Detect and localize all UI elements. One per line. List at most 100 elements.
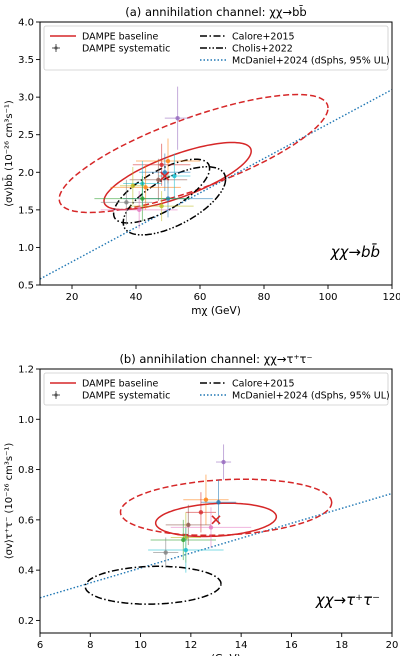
- x-tick-label: 6: [37, 640, 43, 651]
- legend-label: DAMPE systematic: [82, 44, 170, 55]
- y-tick-label: 3.0: [18, 93, 34, 104]
- contour-1: [58, 93, 329, 214]
- chart-title: (b) annihilation channel: χχ→τ⁺τ⁻: [119, 352, 312, 366]
- point-marker: [156, 177, 161, 182]
- y-tick-label: 0.8: [18, 465, 34, 476]
- x-tick-label: 8: [87, 640, 93, 651]
- point-marker: [216, 500, 221, 505]
- legend-box: [43, 372, 389, 406]
- channel-annotation: χχ→τ⁺τ⁻: [315, 591, 380, 609]
- best-fit-marker: [211, 515, 221, 525]
- plot-frame: [39, 368, 393, 634]
- x-tick-label: 60: [194, 292, 207, 303]
- systematic-point-3: [139, 153, 191, 192]
- panel-a: 20 40 60 80 100 120 0.5 1.0 1.5 2.0 2.5 3.0 3.5 4.0 (a…: [2, 5, 400, 317]
- systematic-point-1: [183, 474, 229, 525]
- legend-label: DAMPE systematic: [82, 391, 170, 402]
- legend-entry-0: DAMPE baseline: [50, 32, 159, 43]
- legend-entry-3: McDaniel+2024 (dSphs, 95% UL): [200, 391, 390, 402]
- contour-2: [84, 565, 222, 605]
- point-marker: [175, 115, 180, 121]
- systematic-point-4: [129, 158, 188, 201]
- point-marker: [159, 203, 164, 209]
- legend-entry-2: Calore+2015: [200, 379, 295, 390]
- panel-b: 6 8 10 12 14 16 18 20 0.2 0.4 0.6 0.8 1.0 1.2 (b) anni…: [4, 352, 398, 656]
- y-axis-label: ⟨σv⟩bb̄ (10⁻²⁶ cm³s⁻¹): [2, 100, 15, 207]
- legend-swatch-dot: [54, 393, 58, 397]
- y-tick-label: 2.0: [18, 168, 34, 179]
- systematic-point-4: [165, 504, 211, 545]
- x-axis-label: mχ (GeV): [191, 653, 241, 656]
- point-marker: [186, 522, 191, 528]
- channel-annotation: χχ→bb̄: [330, 242, 380, 261]
- y-tick-label: 0.6: [18, 515, 34, 526]
- systematic-point-6: [110, 164, 181, 210]
- point-marker: [140, 196, 145, 201]
- systematic-point-7: [148, 527, 224, 573]
- point-marker: [137, 207, 142, 213]
- point-marker: [203, 497, 209, 502]
- x-tick-label: 10: [134, 640, 147, 651]
- plot-area: [40, 444, 392, 605]
- y-axis-label: ⟨σv⟩τ⁺τ⁻ (10⁻²⁶ cm³s⁻¹): [4, 443, 15, 560]
- legend-label: Calore+2015: [232, 379, 295, 390]
- point-marker: [165, 158, 171, 164]
- legend-entry-0: DAMPE baseline: [50, 379, 159, 390]
- x-tick-label: 80: [258, 292, 271, 303]
- legend-label: DAMPE baseline: [82, 379, 159, 390]
- x-tick-label: 40: [130, 292, 143, 303]
- x-tick-label: 20: [66, 292, 79, 303]
- systematic-point-12: [100, 191, 178, 229]
- point-marker: [208, 525, 214, 530]
- point-marker: [163, 550, 168, 555]
- y-tick-label: 1.5: [18, 205, 34, 216]
- y-tick-label: 0.2: [18, 616, 34, 627]
- point-marker: [124, 200, 129, 205]
- x-tick-label: 18: [335, 640, 348, 651]
- plot-frame: [39, 21, 393, 286]
- legend-entry-2: Calore+2015: [200, 32, 295, 43]
- point-marker: [162, 170, 167, 175]
- point-marker: [159, 162, 164, 167]
- legend-label: Cholis+2022: [232, 44, 293, 55]
- best-fit-marker: [160, 171, 170, 181]
- legend-entry-4: McDaniel+2024 (dSphs, 95% UL): [200, 56, 390, 67]
- legend-label: DAMPE baseline: [82, 32, 159, 43]
- systematic-point-10: [129, 191, 194, 222]
- contour-0: [154, 502, 278, 538]
- systematic-point-9: [94, 176, 191, 222]
- systematic-point-8: [170, 507, 252, 548]
- systematic-point-0: [164, 86, 191, 150]
- systematic-point-0: [216, 444, 232, 480]
- x-tick-label: 16: [285, 640, 298, 651]
- x-tick-label: 14: [235, 640, 248, 651]
- chart-title: (a) annihilation channel: χχ→bb̄: [125, 5, 306, 19]
- legend-label: McDaniel+2024 (dSphs, 95% UL): [232, 56, 390, 67]
- point-marker: [172, 173, 177, 179]
- ul-line: [40, 492, 392, 599]
- x-tick-label: 120: [382, 292, 400, 303]
- contour-2: [112, 158, 211, 224]
- point-marker: [130, 183, 135, 189]
- systematic-point-9: [153, 537, 179, 568]
- x-axis-label: mχ (GeV): [191, 305, 241, 317]
- x-tick-label: 12: [184, 640, 197, 651]
- ul-line: [40, 89, 392, 280]
- point-marker: [181, 537, 186, 543]
- legend-entry-3: Cholis+2022: [200, 44, 293, 55]
- contour-3: [122, 166, 227, 236]
- legend-entry-1: DAMPE systematic: [52, 391, 170, 402]
- x-tick-label: 100: [318, 292, 337, 303]
- legend-label: Calore+2015: [232, 32, 295, 43]
- plot-area: [40, 86, 392, 280]
- y-tick-label: 1.0: [18, 243, 34, 254]
- point-marker: [198, 510, 204, 515]
- y-tick-label: 2.5: [18, 130, 34, 141]
- y-tick-label: 1.2: [18, 365, 34, 376]
- x-tick-label: 20: [386, 640, 399, 651]
- y-tick-label: 1.0: [18, 415, 34, 426]
- legend-swatch-dot: [54, 46, 58, 50]
- systematic-point-11: [100, 179, 152, 225]
- legend-entry-1: DAMPE systematic: [52, 44, 170, 55]
